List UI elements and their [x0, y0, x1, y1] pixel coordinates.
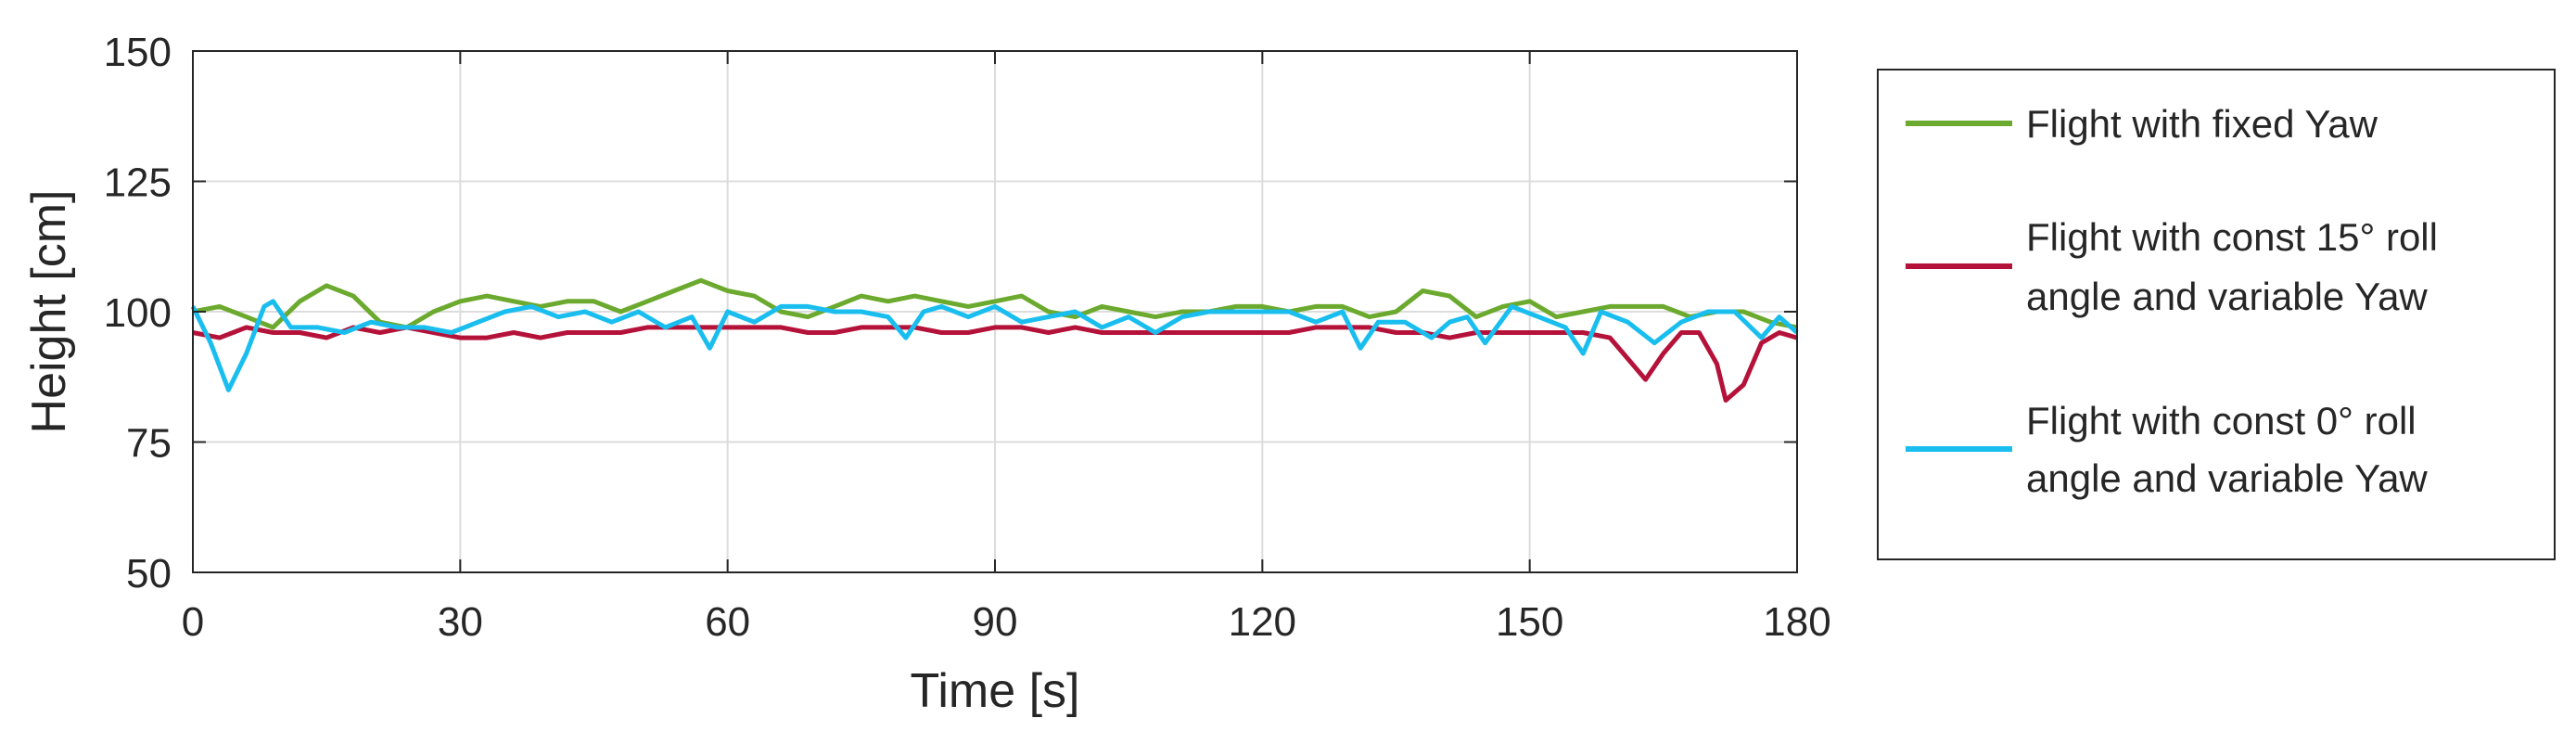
y-tick-label: 125: [104, 160, 172, 206]
x-tick-label: 90: [973, 599, 1018, 645]
series-line-3: [190, 299, 1799, 392]
x-tick-label: 150: [1496, 599, 1563, 645]
series-line-1: [192, 277, 1798, 330]
x-axis-title: Time [s]: [911, 664, 1080, 718]
y-axis-title: Height [cm]: [22, 190, 76, 434]
y-tick-label: 100: [104, 290, 172, 336]
axis-ticks: 0 30 60 90 120 150 180 50 75 100 125 150: [104, 30, 1831, 645]
x-tick-label: 60: [705, 599, 750, 645]
legend-box: [1877, 69, 2556, 560]
legend: Flight with fixed Yaw Flight with const 1…: [1877, 69, 2556, 560]
legend-label-1: Flight with fixed Yaw: [2026, 102, 2378, 146]
plot-lines: [190, 277, 1799, 403]
x-tick-label: 120: [1229, 599, 1296, 645]
x-tick-label: 30: [438, 599, 483, 645]
series-line-2: [192, 325, 1798, 403]
x-tick-label: 0: [182, 599, 204, 645]
y-tick-label: 50: [126, 551, 172, 596]
legend-label-2: Flight with const 15° roll angle and vari…: [2026, 215, 2438, 318]
y-tick-label: 75: [126, 421, 172, 467]
legend-label-3: Flight with const 0° roll angle and varia…: [2026, 399, 2428, 500]
y-tick-label: 150: [104, 30, 172, 75]
x-tick-label: 180: [1763, 599, 1830, 645]
